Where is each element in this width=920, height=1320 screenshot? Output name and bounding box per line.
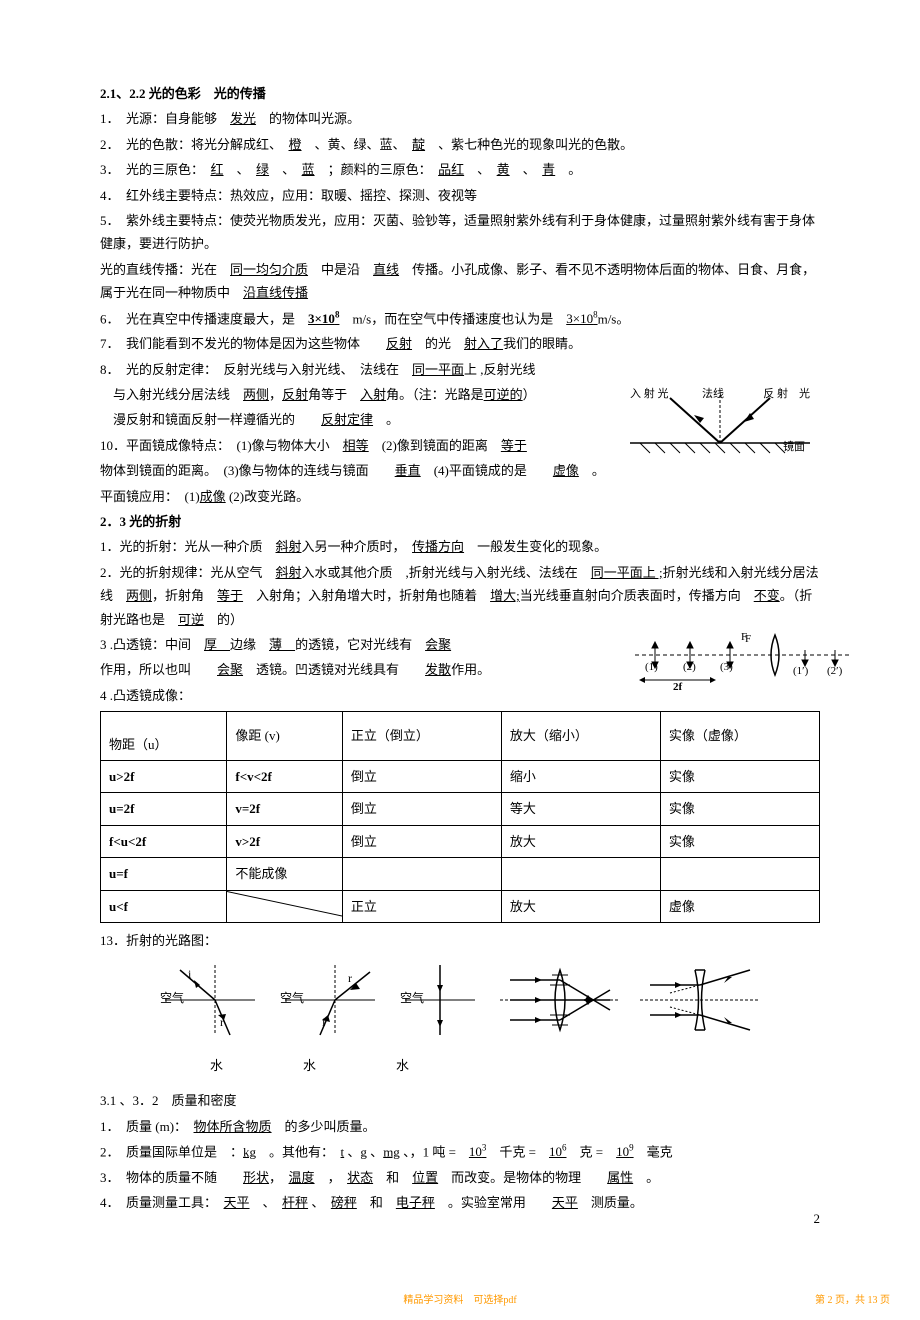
label-normal: 法线 bbox=[702, 385, 724, 405]
ray-fig-4 bbox=[500, 960, 620, 1047]
table-row: u>2ff<v<2f倒立缩小实像 bbox=[101, 761, 820, 793]
table-row: u=2fv=2f倒立等大实像 bbox=[101, 793, 820, 825]
svg-text:r: r bbox=[348, 971, 352, 985]
document-page: 2.1、2.2 光的色彩 光的传播 1． 光源：自身能够 发光 的物体叫光源。 … bbox=[0, 0, 920, 1320]
th-type: 实像（虚像） bbox=[660, 712, 819, 761]
line-7: 6． 光在真空中传播速度最大，是 3×108 m/s，而在空气中传播速度也认为是… bbox=[100, 307, 820, 331]
line-9: 8． 光的反射定律： 反射光线与入射光线、 法线在 同一平面上 ,反射光线 bbox=[100, 358, 820, 381]
s31-line-1: 1． 质量 (m)： 物体所含物质 的多少叫质量。 bbox=[100, 1115, 820, 1138]
th-orient: 正立（倒立） bbox=[342, 712, 501, 761]
ray-bottom-labels: 水 水 水 bbox=[210, 1054, 820, 1077]
line-5: 5． 紫外线主要特点：使荧光物质发光，应用：灭菌、验钞等，适量照射紫外线有利于身… bbox=[100, 209, 820, 256]
ray-diagrams-row: i r 空气 r i 空气 bbox=[160, 960, 820, 1047]
line-14: 平面镜应用： (1)成像 (2)改变光路。 bbox=[100, 485, 820, 508]
label-mirror: 镜面 bbox=[783, 438, 805, 458]
line-3: 3． 光的三原色： 红 、 绿 、 蓝 ；颜料的三原色： 品红 、 黄 、 青 … bbox=[100, 158, 820, 181]
footer: 精品学习资料 可选择pdf 第 2 页，共 13 页 bbox=[0, 1292, 920, 1310]
ray-fig-3: 空气 bbox=[400, 960, 480, 1047]
ray-fig-1: i r 空气 bbox=[160, 960, 260, 1047]
section-21-title: 2.1、2.2 光的色彩 光的传播 bbox=[100, 82, 820, 105]
lens-F: F bbox=[741, 628, 747, 648]
line-2: 2． 光的色散：将光分解成红、 橙 、黄、绿、蓝、 靛 、紫七种色光的现象叫光的… bbox=[100, 133, 820, 156]
section-23-title: 2．3 光的折射 bbox=[100, 510, 820, 533]
s31-line-4: 4． 质量测量工具： 天平 、 杆秤 、 磅秤 和 电子秤 。实验室常用 天平 … bbox=[100, 1191, 820, 1214]
table-row: u<f正立放大虚像 bbox=[101, 890, 820, 922]
table-header-row: 物距（u） 像距 (v) 正立（倒立） 放大（缩小） 实像（虚像） bbox=[101, 712, 820, 761]
s23-line-2: 2．光的折射规律：光从空气 斜射入水或其他介质 ,折射光线与入射光线、法线在 同… bbox=[100, 561, 820, 631]
line-6: 光的直线传播：光在 同一均匀介质 中是沿 直线 传播。小孔成像、影子、看不见不透… bbox=[100, 258, 820, 305]
lens-p2: (2′) bbox=[827, 662, 842, 682]
reflection-diagram: 入 射 光 法线 反 射 光 镜面 bbox=[630, 388, 810, 458]
line-1: 1． 光源：自身能够 发光 的物体叫光源。 bbox=[100, 107, 820, 130]
lens-diagram: F 2f (1) (2) (3) (1′) (2′) F bbox=[635, 630, 850, 690]
ray-title: 13．折射的光路图： bbox=[100, 929, 820, 952]
s31-line-2: 2． 质量国际单位是 ：kg 。其他有： t 、g 、mg 、，1 吨 = 10… bbox=[100, 1140, 820, 1164]
th-size: 放大（缩小） bbox=[501, 712, 660, 761]
lens-p1: (1′) bbox=[793, 662, 808, 682]
page-number: 2 bbox=[814, 1207, 821, 1230]
table-row: u=f不能成像 bbox=[101, 858, 820, 890]
label-incident: 入 射 光 bbox=[630, 385, 669, 405]
label-reflected: 反 射 光 bbox=[763, 385, 810, 405]
footer-center-text: 精品学习资料 可选择pdf bbox=[0, 1292, 920, 1310]
label-water-1: 水 bbox=[210, 1054, 223, 1077]
svg-text:r: r bbox=[220, 1015, 224, 1029]
lens-n1: (1) bbox=[645, 658, 658, 678]
table-row: f<u<2fv>2f倒立放大实像 bbox=[101, 825, 820, 857]
label-water-3: 水 bbox=[396, 1054, 409, 1077]
th-u: 物距（u） bbox=[101, 712, 227, 761]
s31-line-3: 3． 物体的质量不随 形状， 温度 ， 状态 和 位置 而改变。是物体的物理 属… bbox=[100, 1166, 820, 1189]
footer-right-text: 第 2 页，共 13 页 bbox=[815, 1292, 890, 1310]
line-4: 4． 红外线主要特点：热效应，应用：取暖、摇控、探测、夜视等 bbox=[100, 184, 820, 207]
s23-line-1: 1．光的折射：光从一种介质 斜射入另一种介质时， 传播方向 一般发生变化的现象。 bbox=[100, 535, 820, 558]
svg-text:2f: 2f bbox=[673, 681, 683, 690]
lens-imaging-table: 物距（u） 像距 (v) 正立（倒立） 放大（缩小） 实像（虚像） u>2ff<… bbox=[100, 711, 820, 923]
line-13: 物体到镜面的距离。 (3)像与物体的连线与镜面 垂直 (4)平面镜成的是 虚像 … bbox=[100, 459, 820, 482]
ray-fig-5 bbox=[640, 960, 760, 1047]
label-water-2: 水 bbox=[303, 1054, 316, 1077]
line-8: 7． 我们能看到不发光的物体是因为这些物体 反射 的光 射入了我们的眼睛。 bbox=[100, 332, 820, 355]
lens-n3: (3) bbox=[720, 658, 733, 678]
section-31-title: 3.1 、3．2 质量和密度 bbox=[100, 1089, 820, 1112]
ray-fig-2: r i 空气 bbox=[280, 960, 380, 1047]
th-v: 像距 (v) bbox=[227, 712, 343, 761]
lens-n2: (2) bbox=[683, 658, 696, 678]
